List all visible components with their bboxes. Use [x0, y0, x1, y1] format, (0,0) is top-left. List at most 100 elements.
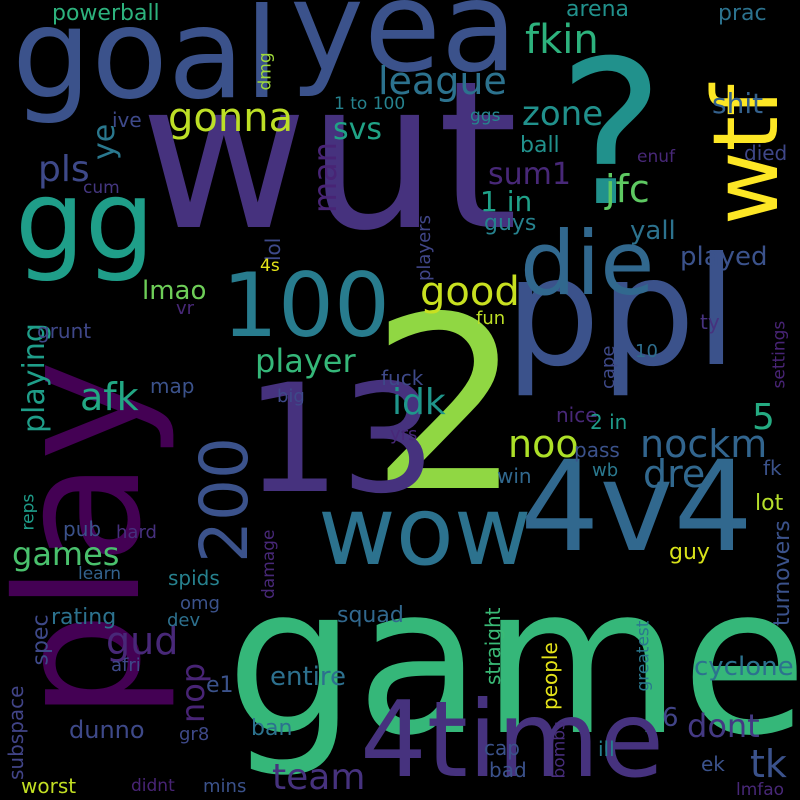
word-goal: goal: [12, 0, 280, 127]
word-sum1: sum1: [488, 157, 571, 192]
word-didnt: didnt: [131, 776, 175, 796]
word-people: people: [538, 642, 562, 710]
word-pls: pls: [38, 149, 90, 190]
word-5: 5: [752, 397, 775, 438]
word-turnovers: turnovers: [770, 520, 795, 626]
word-4s: 4s: [260, 256, 280, 276]
word-died: died: [744, 141, 788, 165]
word-gg: gg: [15, 156, 155, 284]
word-idk: idk: [392, 382, 446, 423]
word-dmg: dmg: [255, 52, 276, 91]
word-big: big: [277, 386, 305, 407]
word-hard: hard: [116, 522, 157, 543]
word-yea: yea: [290, 0, 518, 100]
word-game: game: [226, 543, 800, 781]
word-e1: e1: [206, 673, 234, 698]
word-wut: wut: [140, 38, 518, 276]
word-squad: squad: [337, 603, 404, 628]
word-shit: shit: [712, 87, 764, 120]
word-spids: spids: [168, 566, 220, 590]
word-ek: ek: [701, 752, 725, 776]
word-spec: spec: [28, 614, 54, 666]
word-settings: settings: [769, 320, 790, 389]
word-die: die: [520, 212, 655, 315]
word-playing: playing: [17, 323, 52, 433]
word-10: 10: [635, 341, 658, 362]
word-question: ?: [558, 18, 665, 251]
word-dont: dont: [687, 707, 760, 745]
word-pub: pub: [63, 517, 102, 541]
word-games: games: [12, 535, 120, 573]
word-ban: ban: [251, 716, 293, 741]
word-ill: ill: [598, 737, 615, 761]
word-ggs: ggs: [470, 106, 501, 126]
word-omg: omg: [180, 593, 220, 614]
word-guys: guys: [484, 211, 537, 236]
word-vr: vr: [176, 298, 195, 319]
word-entire: entire: [270, 662, 347, 692]
word-1to100: 1 to 100: [334, 94, 406, 114]
word-subspace: subspace: [4, 685, 28, 780]
word-lot: lot: [755, 491, 784, 516]
word-svs: svs: [333, 112, 383, 147]
word-tk: tk: [750, 742, 787, 786]
word-fkin: fkin: [525, 17, 599, 63]
word-4time: 4time: [360, 679, 665, 800]
word-wb: wb: [592, 460, 619, 481]
word-yrs: yrs: [390, 424, 418, 445]
word-afk: afk: [80, 375, 139, 419]
word-100: 100: [222, 254, 390, 357]
word-fun: fun: [476, 308, 506, 329]
word-dre: dre: [643, 452, 706, 496]
word-2: 2: [370, 265, 523, 545]
word-lmao: lmao: [142, 276, 207, 306]
word-wow: wow: [318, 477, 532, 587]
word-straight: straight: [481, 607, 505, 685]
word-gud: gud: [106, 619, 179, 663]
word-win: win: [497, 464, 532, 488]
word-learn: learn: [78, 564, 122, 584]
word-nop: nop: [174, 662, 212, 723]
word-ive: ive: [112, 108, 142, 132]
word-zone: zone: [522, 94, 604, 134]
word-cyclone: cyclone: [694, 652, 794, 682]
word-200: 200: [186, 437, 263, 563]
word-gonna: gonna: [168, 95, 294, 141]
word-fk: fk: [763, 456, 782, 480]
word-damage: damage: [259, 529, 279, 599]
word-fuck: fuck: [381, 366, 424, 390]
word-league: league: [378, 59, 507, 103]
word-worst: worst: [21, 774, 77, 798]
word-prac: prac: [718, 1, 767, 26]
word-reps: reps: [18, 493, 39, 531]
word-grunt: grunt: [37, 319, 92, 343]
word-player: player: [255, 342, 356, 380]
word-played: played: [680, 242, 768, 272]
word-bad: bad: [489, 758, 527, 782]
word-nice: nice: [556, 403, 598, 427]
word-lmfao: lmfao: [736, 780, 785, 800]
word-arena: arena: [566, 0, 630, 22]
word-players: players: [414, 215, 435, 281]
word-4v4: 4v4: [520, 435, 754, 580]
word-pass: pass: [574, 438, 620, 462]
word-map: map: [150, 374, 195, 398]
word-greatest: greatest: [633, 620, 654, 692]
word-rating: rating: [51, 605, 117, 630]
word-jfc: jfc: [605, 167, 650, 211]
word-13: 13: [245, 353, 436, 527]
word-yall: yall: [630, 216, 676, 246]
word-cum: cum: [83, 178, 120, 198]
word-team: team: [272, 757, 366, 798]
word-afri: afri: [111, 655, 141, 676]
word-man: man: [306, 141, 344, 213]
word-dev: dev: [167, 610, 201, 631]
word-ty: ty: [700, 310, 720, 334]
word-ball: ball: [520, 133, 560, 158]
word-mins: mins: [203, 776, 247, 797]
word-lol: lol: [261, 237, 285, 261]
word-noo: noo: [508, 422, 579, 466]
word-bombs: bombs: [549, 721, 570, 779]
word-cap: cap: [484, 736, 520, 760]
